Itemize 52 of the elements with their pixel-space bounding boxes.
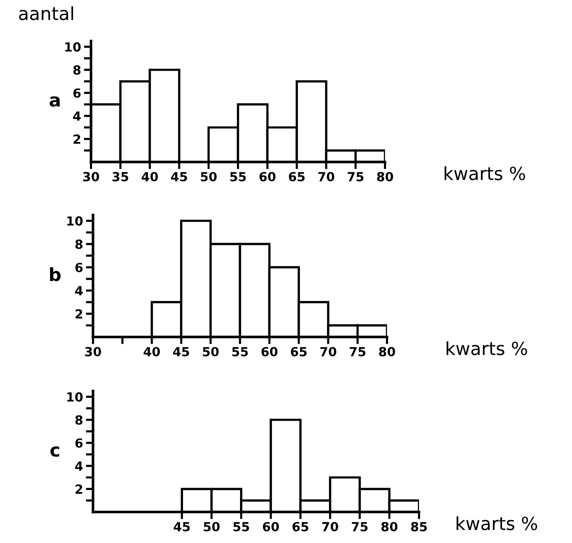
y-tick-label: 8 — [75, 415, 82, 425]
y-tick-label: 6 — [73, 88, 81, 98]
y-tick-label: 2 — [76, 484, 82, 494]
x-tick-label: 30 — [85, 346, 102, 356]
x-tick-label: 80 — [377, 172, 394, 182]
x-tick-label: 65 — [288, 172, 305, 182]
x-tick-label: 60 — [261, 346, 278, 356]
y-tick-label: 2 — [76, 309, 82, 319]
y-tick-label: 4 — [75, 462, 83, 471]
y-tick-label: 10 — [67, 216, 83, 226]
x-tick-label: 40 — [144, 346, 160, 356]
x-tick-label: 65 — [292, 522, 308, 532]
x-tick-label: 70 — [320, 346, 336, 356]
y-tick-label: 8 — [75, 240, 82, 249]
x-tick-label: 30 — [83, 172, 100, 182]
x-tick-label: 75 — [352, 522, 368, 532]
x-tick-label: 70 — [322, 522, 338, 532]
x-tick-label: 45 — [171, 172, 188, 182]
x-tick-label: 35 — [112, 172, 128, 182]
x-tick-label: 80 — [379, 346, 396, 356]
y-tick-label: 10 — [67, 392, 83, 402]
x-tick-label: 55 — [232, 347, 248, 356]
x-axis-title: kwarts % — [446, 341, 528, 356]
x-tick-label: 70 — [318, 172, 334, 182]
x-tick-label: 45 — [174, 522, 190, 532]
x-tick-label: 65 — [290, 346, 307, 356]
text: a — [50, 96, 60, 107]
x-tick-label: 55 — [233, 522, 250, 532]
y-tick-label: 6 — [75, 438, 83, 448]
y-tick-label: 8 — [73, 65, 80, 75]
x-tick-label: 50 — [202, 346, 219, 356]
y-tick-label: 4 — [75, 286, 83, 296]
y-axis-title: aantal — [19, 6, 74, 20]
y-tick-label: 2 — [74, 134, 80, 144]
x-tick-label: 55 — [230, 172, 246, 182]
y-tick-label: 6 — [75, 262, 83, 272]
x-tick-label: 80 — [381, 522, 398, 532]
x-tick-label: 60 — [262, 522, 279, 532]
x-tick-label: 40 — [142, 172, 158, 182]
x-axis-title: kwarts % — [456, 516, 538, 530]
x-tick-label: 60 — [259, 172, 276, 182]
text: c — [50, 446, 60, 457]
x-tick-label: 45 — [173, 347, 190, 356]
text: b — [50, 267, 61, 282]
x-tick-label: 50 — [204, 522, 220, 532]
x-tick-label: 50 — [200, 172, 217, 182]
y-tick-label: 10 — [65, 42, 81, 52]
x-tick-label: 85 — [411, 522, 427, 532]
x-tick-label: 75 — [348, 172, 364, 182]
y-tick-label: 4 — [73, 112, 81, 121]
x-tick-label: 75 — [350, 347, 366, 356]
x-axis-title: kwarts % — [444, 166, 526, 180]
